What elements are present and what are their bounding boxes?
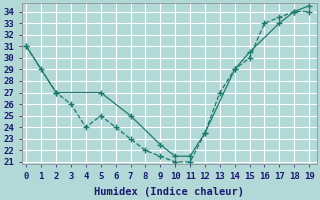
X-axis label: Humidex (Indice chaleur): Humidex (Indice chaleur) [94, 186, 244, 197]
